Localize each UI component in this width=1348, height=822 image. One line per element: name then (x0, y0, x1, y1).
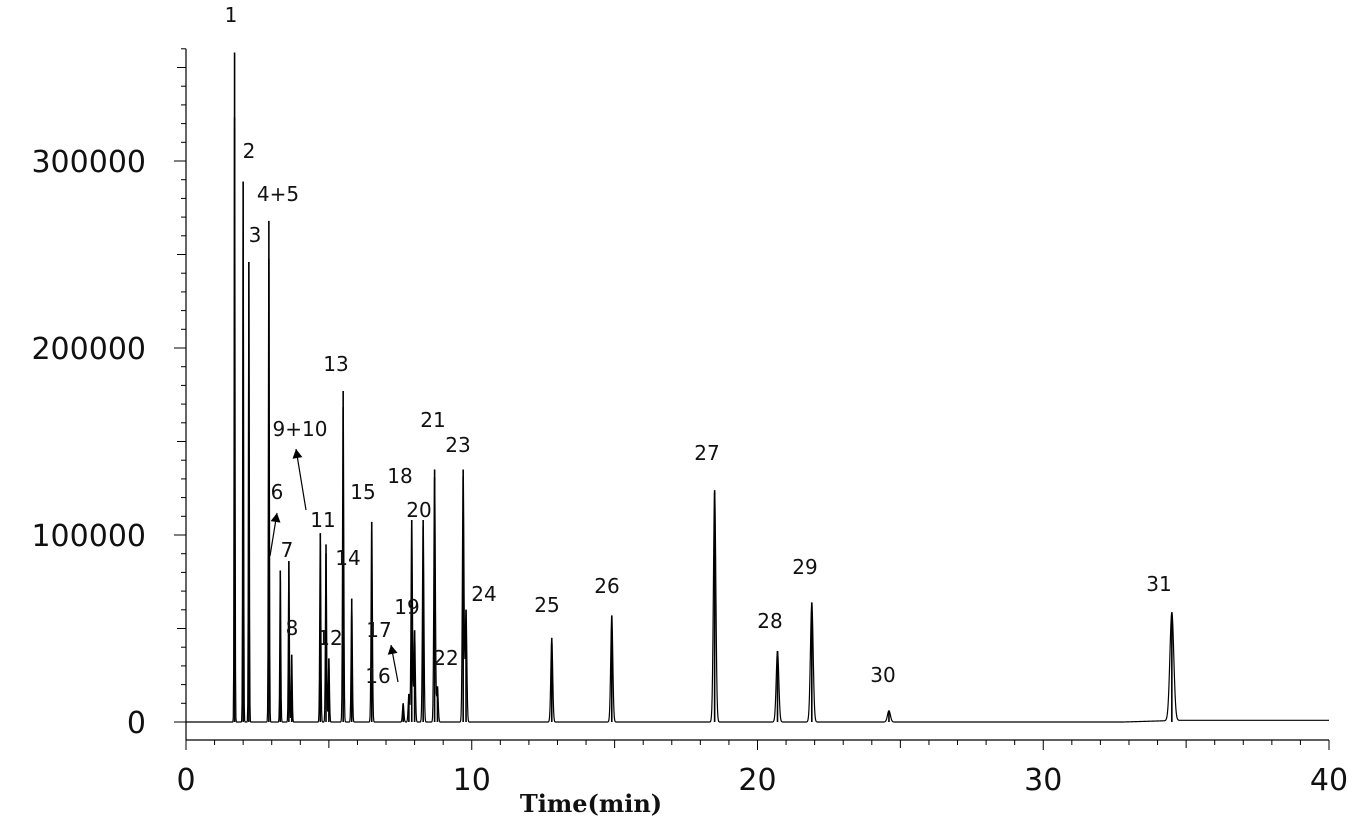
peak-label-9+10: 9+10 (273, 417, 328, 441)
peak-label-26: 26 (594, 574, 619, 598)
peak-label-24: 24 (471, 582, 496, 606)
peak-label-4+5: 4+5 (257, 182, 299, 206)
x-axis-title: Time(min) (520, 789, 662, 818)
peak-label-1: 1 (225, 3, 238, 27)
peak-label-14: 14 (335, 546, 360, 570)
axes: 0 100000 200000 300000 0 10 20 30 40 (31, 48, 1348, 798)
peak-label-15: 15 (350, 480, 375, 504)
peak-label-19: 19 (394, 595, 419, 619)
peak-label-29: 29 (792, 555, 817, 579)
peak-label-17: 17 (366, 618, 391, 642)
peak-label-12: 12 (317, 626, 342, 650)
peak-label-25: 25 (534, 593, 559, 617)
arrow-9-10-head (292, 449, 303, 459)
peak-label-3: 3 (249, 223, 262, 247)
peak-label-2: 2 (243, 139, 256, 163)
peak-label-22: 22 (433, 646, 458, 670)
peak-labels: 1234+56789+10111213141516171819202122232… (225, 3, 1172, 688)
y-tick-label: 200000 (31, 332, 146, 367)
peak-label-28: 28 (757, 609, 782, 633)
x-tick-label: 0 (176, 763, 195, 798)
annotation-arrows (269, 448, 399, 683)
arrow-9-10 (295, 448, 307, 511)
peak-label-16: 16 (365, 664, 390, 688)
peak-label-21: 21 (420, 408, 445, 432)
peak-label-13: 13 (323, 352, 348, 376)
chromatogram-trace (186, 117, 1329, 723)
peak-label-8: 8 (286, 616, 299, 640)
peak-label-30: 30 (870, 663, 895, 687)
x-tick-label: 10 (453, 763, 491, 798)
peak-label-6: 6 (271, 480, 284, 504)
peak-label-7: 7 (281, 538, 294, 562)
y-tick-label: 300000 (31, 145, 146, 180)
y-tick-label: 100000 (31, 519, 146, 554)
y-tick-label: 0 (127, 706, 146, 741)
peak-label-31: 31 (1146, 572, 1171, 596)
arrow-16-17-head (387, 645, 398, 655)
x-tick-label: 30 (1024, 763, 1062, 798)
peak-label-18: 18 (387, 464, 412, 488)
arrow-6-head (270, 513, 281, 523)
trace-group (186, 52, 1329, 723)
x-tick-label: 40 (1310, 763, 1348, 798)
peak-label-23: 23 (445, 433, 470, 457)
peak-label-11: 11 (310, 508, 335, 532)
peak-label-20: 20 (406, 498, 431, 522)
peak-label-27: 27 (694, 441, 719, 465)
x-tick-label: 20 (738, 763, 776, 798)
